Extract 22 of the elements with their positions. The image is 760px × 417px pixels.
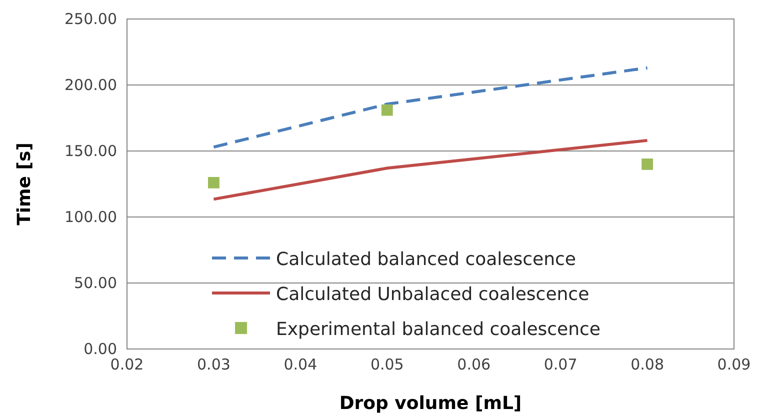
y-tick-label: 50.00 (74, 274, 117, 292)
legend-label: Calculated balanced coalescence (276, 249, 576, 270)
y-tick-label: 100.00 (64, 208, 117, 226)
x-tick-label: 0.08 (630, 356, 664, 374)
point (208, 176, 220, 188)
x-tick-label: 0.04 (284, 356, 318, 374)
y-tick-label: 150.00 (64, 142, 117, 160)
y-tick-label: 200.00 (64, 76, 117, 94)
x-tick-label: 0.05 (370, 356, 404, 374)
x-tick-label: 0.06 (457, 356, 491, 374)
point (381, 104, 393, 116)
legend-label: Calculated Unbalaced coalescence (276, 284, 590, 305)
x-tick-label: 0.02 (110, 356, 144, 374)
y-tick-label: 250.00 (64, 10, 117, 28)
x-tick-label: 0.09 (717, 356, 751, 374)
x-tick-label: 0.07 (544, 356, 578, 374)
legend-label: Experimental balanced coalescence (276, 319, 601, 340)
x-axis-title: Drop volume [mL] (339, 393, 522, 414)
point (642, 158, 653, 170)
x-tick-label: 0.03 (197, 356, 230, 374)
y-axis-title: Time [s] (14, 142, 35, 226)
y-tick-label: 0.00 (84, 340, 117, 358)
